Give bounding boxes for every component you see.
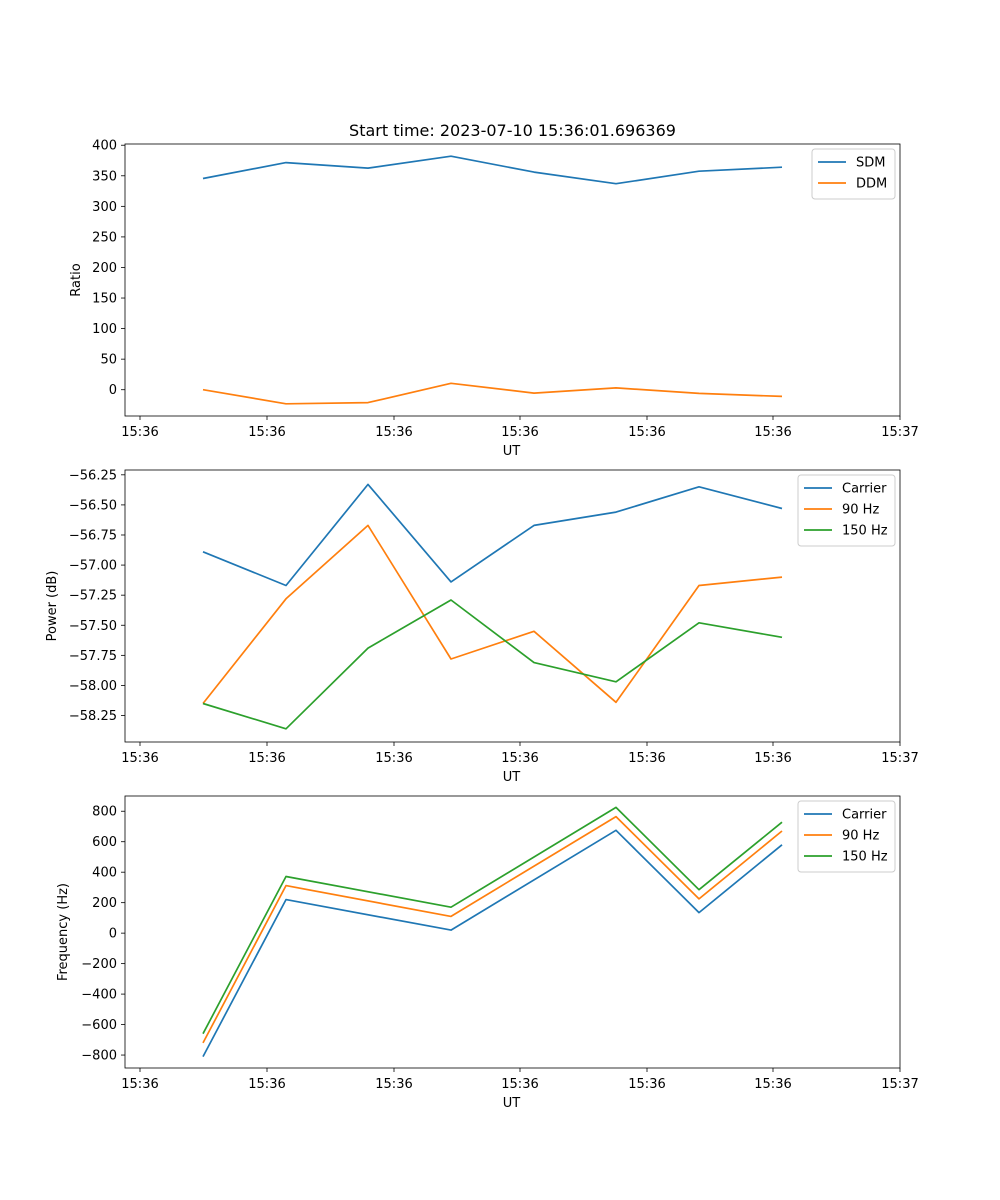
legend-label: 150 Hz [842,850,888,865]
x-tick-label: 15:36 [501,1077,538,1092]
y-tick-label: 400 [92,866,117,881]
x-tick-label: 15:36 [628,425,665,440]
y-tick-label: −58.00 [69,679,117,694]
series-line-carrier [202,829,783,1057]
legend-label: DDM [856,177,887,192]
x-tick-label: 15:36 [375,425,412,440]
legend-label: 90 Hz [842,503,879,518]
x-tick-label: 15:37 [881,1077,918,1092]
x-axis-label: UT [503,1096,521,1111]
x-tick-label: 15:36 [754,425,791,440]
x-axis-label: UT [503,444,521,459]
series-line-ddm [202,382,783,405]
y-tick-label: −57.75 [69,649,117,664]
series-line-90-hz [202,524,783,705]
ratio-chart: Start time: 2023-07-10 15:36:01.696369 0 5… [69,121,919,459]
x-tick-label: 15:36 [754,751,791,766]
y-tick-label: 350 [92,169,117,184]
x-tick-label: 15:36 [375,1077,412,1092]
x-tick-label: 15:37 [881,425,918,440]
y-tick-label: 300 [92,200,117,215]
legend-label: 90 Hz [842,829,879,844]
x-tick-label: 15:36 [121,425,158,440]
series-line-90-hz [202,815,783,1044]
y-tick-label: −57.25 [69,589,117,604]
legend: Carrier 90 Hz 150 Hz [797,474,896,547]
series-line-150-hz [202,599,783,730]
y-tick-label: −600 [81,1018,117,1033]
x-tick-label: 15:36 [248,751,285,766]
x-tick-label: 15:36 [121,1077,158,1092]
y-tick-label: 100 [92,322,117,337]
y-tick-label: 600 [92,835,117,850]
y-tick-label: −57.00 [69,559,117,574]
y-tick-label: −56.25 [69,468,117,483]
x-tick-label: 15:36 [628,751,665,766]
y-tick-label: 150 [92,292,117,307]
chart-title: Start time: 2023-07-10 15:36:01.696369 [349,121,676,140]
legend-label: Carrier [842,808,887,823]
legend-box [797,474,896,547]
x-tick-label: 15:36 [248,1077,285,1092]
axes-frame [124,795,901,1069]
y-axis-label: Frequency (Hz) [56,883,71,981]
y-tick-label: −56.50 [69,498,117,513]
series-line-carrier [202,483,783,587]
y-tick-label: −400 [81,988,117,1003]
series-line-150-hz [202,806,783,1035]
legend-label: 150 Hz [842,524,888,539]
y-tick-label: 200 [92,896,117,911]
x-tick-label: 15:36 [121,751,158,766]
axes-frame [124,469,901,743]
y-axis-label: Ratio [69,263,84,296]
y-tick-label: 0 [109,927,117,942]
frequency-chart: −800 −600 −400 −200 0 200 400 600 800 15:36 15:36 1… [56,795,919,1111]
y-tick-label: 250 [92,230,117,245]
x-tick-label: 15:37 [881,751,918,766]
legend-label: SDM [856,156,885,171]
y-tick-label: −58.25 [69,709,117,724]
legend: Carrier 90 Hz 150 Hz [797,800,896,873]
y-tick-label: 400 [92,139,117,154]
legend: SDM DDM [811,148,896,200]
series-line-sdm [202,155,783,185]
y-tick-label: −57.50 [69,619,117,634]
legend-box [797,800,896,873]
y-tick-label: −56.75 [69,528,117,543]
y-tick-label: 0 [109,383,117,398]
x-axis-label: UT [503,770,521,785]
y-tick-label: −800 [81,1049,117,1064]
x-tick-label: 15:36 [754,1077,791,1092]
axes-frame [124,143,901,417]
power-chart: −58.25 −58.00 −57.75 −57.50 −57.25 −57.00 −56.… [45,468,919,785]
x-tick-label: 15:36 [628,1077,665,1092]
x-tick-label: 15:36 [248,425,285,440]
x-tick-label: 15:36 [501,425,538,440]
y-tick-label: 800 [92,805,117,820]
legend-label: Carrier [842,482,887,497]
y-tick-label: 50 [100,353,117,368]
x-tick-label: 15:36 [501,751,538,766]
y-axis-label: Power (dB) [45,571,60,642]
x-tick-label: 15:36 [375,751,412,766]
y-tick-label: 200 [92,261,117,276]
y-tick-label: −200 [81,957,117,972]
